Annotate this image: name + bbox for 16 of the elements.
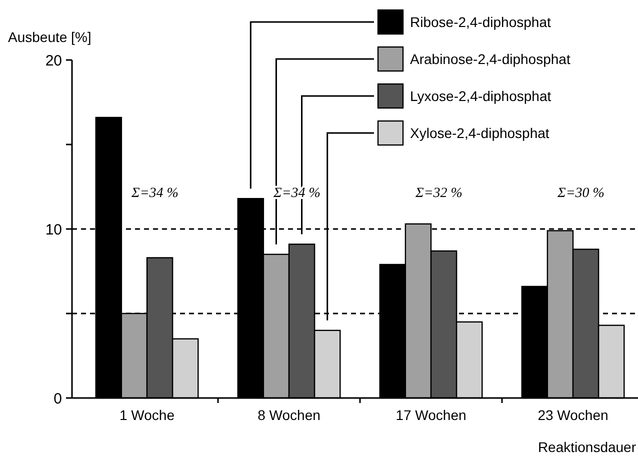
y-axis-title: Ausbeute [%] [8, 29, 92, 45]
x-tick-label: 23 Wochen [538, 407, 608, 423]
annotation: Σ=32 % [414, 186, 462, 201]
legend-label: Lyxose-2,4-diphosphat [410, 88, 552, 104]
x-tick-label: 17 Wochen [396, 407, 466, 423]
legend-label: Xylose-2,4-diphosphat [410, 124, 550, 141]
x-tick-label: 1 Woche [120, 407, 175, 423]
legend-label: Arabinose-2,4-diphosphat [410, 50, 570, 67]
legend-label: Ribose-2,4-diphosphat [410, 14, 551, 30]
x-axis-title: Reaktionsdauer [538, 439, 636, 455]
annotation: Σ=34 % [130, 186, 178, 201]
y-tick-label: 20 [45, 52, 62, 70]
annotation: Σ=30 % [556, 186, 604, 201]
y-tick-label: 0 [54, 390, 62, 408]
x-tick-label: 8 Wochen [258, 407, 320, 423]
y-tick-label: 10 [45, 221, 62, 238]
